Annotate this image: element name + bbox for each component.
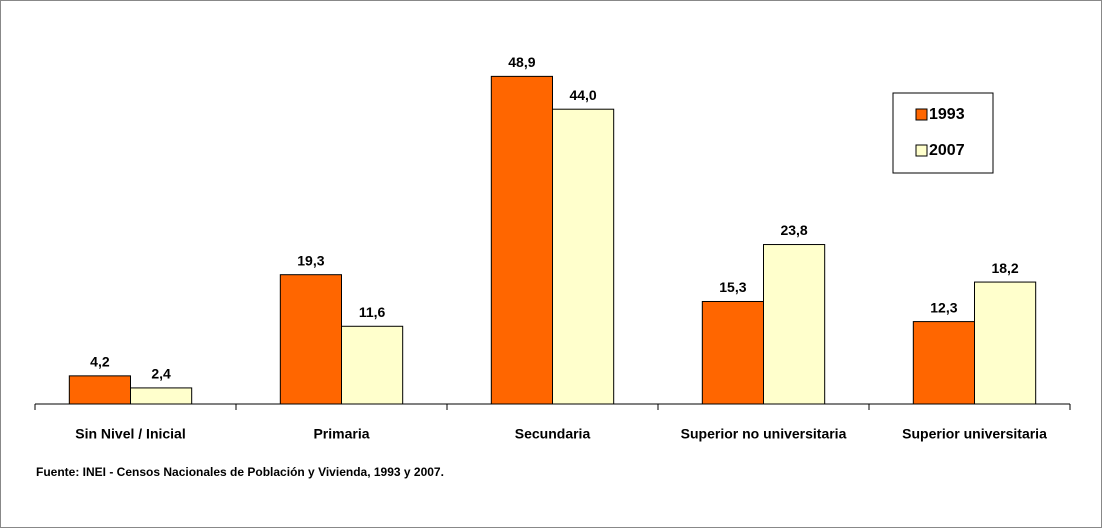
bar xyxy=(130,387,193,405)
legend-swatch xyxy=(915,144,928,157)
bar xyxy=(341,325,404,405)
bar xyxy=(552,108,615,405)
data-label: 18,2 xyxy=(991,260,1018,276)
bar xyxy=(279,274,342,405)
data-label: 11,6 xyxy=(359,304,386,320)
bar xyxy=(68,375,131,405)
x-tick-label: Secundaria xyxy=(515,426,591,442)
data-label: 44,0 xyxy=(569,87,596,103)
data-label: 12,3 xyxy=(930,299,957,315)
bar xyxy=(490,75,553,405)
x-tick-label: Sin Nivel / Inicial xyxy=(75,426,185,442)
legend-label: 2007 xyxy=(929,142,965,159)
data-label: 19,3 xyxy=(297,252,324,268)
legend-swatch xyxy=(915,108,928,121)
data-label: 23,8 xyxy=(780,222,807,238)
x-tick-label: Superior universitaria xyxy=(902,426,1047,442)
legend-label: 1993 xyxy=(929,106,965,123)
bar xyxy=(974,281,1037,405)
data-label: 2,4 xyxy=(151,366,171,382)
bar xyxy=(763,244,826,405)
data-label: 4,2 xyxy=(90,354,110,370)
x-tick-label: Primaria xyxy=(313,426,369,442)
bar xyxy=(912,321,975,405)
source-note: Fuente: INEI - Censos Nacionales de Pobl… xyxy=(36,465,444,479)
x-tick-label: Superior no universitaria xyxy=(681,426,847,442)
legend-box xyxy=(892,92,994,174)
bar xyxy=(701,300,764,405)
data-label: 48,9 xyxy=(508,54,535,70)
data-label: 15,3 xyxy=(719,279,746,295)
